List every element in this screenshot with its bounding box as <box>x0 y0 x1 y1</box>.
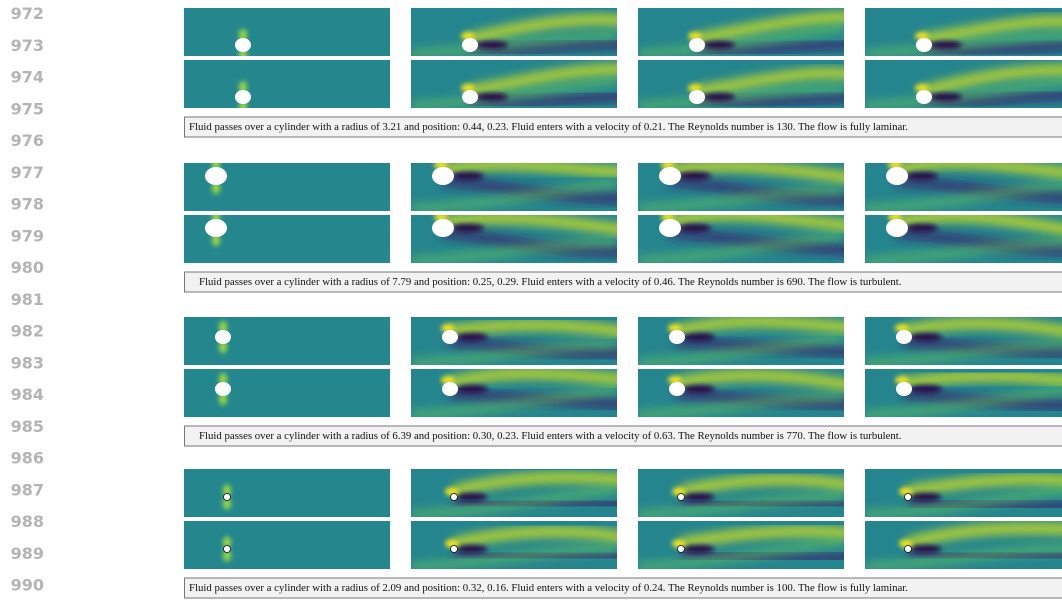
flow-field-image <box>638 213 864 263</box>
caption: Fluid passes over a cylinder with a radi… <box>189 121 908 133</box>
flow-field-image <box>411 213 637 263</box>
flow-field-image <box>638 60 864 108</box>
line-number: 973 <box>11 36 44 55</box>
line-number: 985 <box>11 417 44 436</box>
flow-field-image <box>638 317 864 365</box>
flow-field-image <box>865 469 1062 517</box>
flow-field-image <box>184 60 390 113</box>
flow-field-image <box>865 317 1062 365</box>
flow-field-image <box>411 8 637 56</box>
flow-field-image <box>184 521 390 569</box>
flow-field-image <box>411 469 637 517</box>
flow-field-image <box>865 60 1062 108</box>
flow-field-image <box>638 161 864 211</box>
line-number: 977 <box>11 163 44 182</box>
line-number: 980 <box>11 258 44 277</box>
flow-field-image <box>865 8 1062 56</box>
flow-field-image <box>865 521 1062 569</box>
flow-field-image <box>184 210 390 263</box>
line-number: 987 <box>11 480 44 499</box>
line-number: 978 <box>11 195 44 214</box>
flow-field-image <box>638 369 864 417</box>
line-number: 974 <box>11 68 44 87</box>
flow-field-image <box>638 8 864 56</box>
flow-field-image <box>865 161 1062 211</box>
flow-field-image <box>638 469 864 517</box>
flow-field-image <box>865 213 1062 263</box>
flow-field-image <box>184 369 390 417</box>
flow-field-image <box>411 521 637 569</box>
line-number: 981 <box>11 290 44 309</box>
caption: Fluid passes over a cylinder with a radi… <box>199 276 902 288</box>
flow-field-image <box>184 8 390 61</box>
flow-field-image <box>411 369 637 417</box>
flow-field-image <box>638 521 864 569</box>
flow-field-image <box>411 317 637 365</box>
flow-field-image <box>184 317 390 365</box>
flow-field-image <box>411 60 637 108</box>
line-number: 972 <box>11 4 44 23</box>
line-number: 989 <box>11 544 44 563</box>
line-number: 982 <box>11 322 44 341</box>
line-number: 988 <box>11 512 44 531</box>
line-number: 979 <box>11 226 44 245</box>
line-number: 975 <box>11 99 44 118</box>
flow-field-image <box>411 161 637 211</box>
line-number: 986 <box>11 449 44 468</box>
flow-field-image <box>865 369 1062 417</box>
page: 972 973 974 975 976 977 978 979 980 981 982 983 984 9… <box>0 0 1062 600</box>
flow-field-image <box>184 158 390 211</box>
caption: Fluid passes over a cylinder with a radi… <box>189 582 908 594</box>
line-number: 976 <box>11 131 44 150</box>
line-number: 983 <box>11 353 44 372</box>
line-number: 984 <box>11 385 44 404</box>
flow-field-image <box>184 469 390 517</box>
line-number: 990 <box>11 576 44 595</box>
caption: Fluid passes over a cylinder with a radi… <box>199 430 902 442</box>
